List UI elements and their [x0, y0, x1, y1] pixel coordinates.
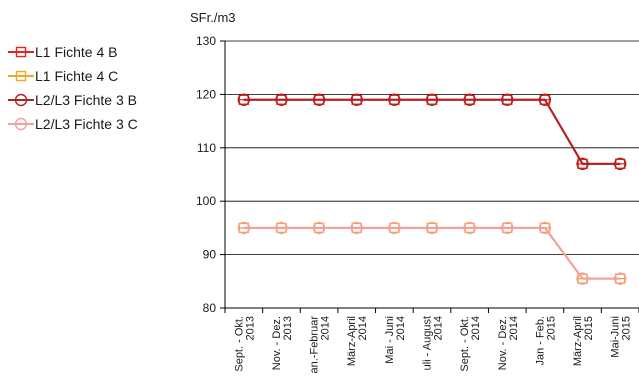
x-tick-label-line: 2014	[433, 316, 445, 340]
x-tick-label: Mai-Juni 2015	[610, 316, 633, 358]
y-tick-label: 80	[203, 301, 217, 315]
x-tick-label-line: uli - August	[422, 316, 434, 370]
x-tick-label-line: Jan - Feb.	[534, 316, 546, 366]
x-tick-label-line: Mai - Juni	[384, 316, 396, 364]
x-tick-label: März-April 2015	[572, 316, 595, 366]
x-tick-label-line: Sept. - Okt.	[459, 316, 471, 372]
data-point	[237, 221, 251, 235]
y-tick-label: 120	[196, 87, 216, 101]
data-point	[463, 221, 476, 235]
legend-item: L1 Fichte 4 C	[8, 68, 118, 84]
x-tick-label-line: 2014	[395, 316, 407, 340]
x-tick-label-line: Nov. - Dez.	[271, 316, 283, 370]
data-point	[350, 221, 363, 235]
series-2	[238, 222, 626, 284]
x-tick-label: März-April 2014	[346, 316, 369, 366]
x-tick-label: Nov. - Dez. 2014	[497, 316, 520, 370]
legend-label: L2/L3 Fichte 3 B	[35, 92, 137, 108]
x-tick-label-line: 2014	[320, 316, 332, 340]
data-point	[538, 221, 552, 235]
data-point	[501, 93, 514, 106]
data-point	[613, 272, 627, 285]
data-point	[501, 221, 514, 235]
legend-item: L2/L3 Fichte 3 C	[8, 116, 138, 132]
y-axis-ticks: 80 90 100 110 120 130	[196, 34, 225, 315]
data-point	[425, 221, 439, 235]
legend-item: L2/L3 Fichte 3 B	[8, 92, 137, 108]
x-tick-label-line: 2015	[583, 316, 595, 340]
x-tick-label: uli - August 2014	[422, 316, 445, 370]
y-tick-label: 90	[203, 248, 217, 262]
axes	[224, 41, 639, 309]
legend-label: L1 Fichte 4 C	[35, 68, 118, 84]
series-4	[237, 221, 627, 285]
y-tick-label: 130	[196, 34, 216, 48]
data-point	[613, 157, 627, 171]
x-tick-label-line: 2014	[470, 316, 482, 340]
x-tick-label-line: 2015	[545, 316, 557, 340]
data-point	[312, 93, 326, 106]
x-tick-label-line: März-April	[572, 316, 584, 366]
x-tick-label: Sept. - Okt. 2014	[459, 316, 482, 372]
data-point	[425, 93, 439, 106]
x-tick-label-line: 2014	[357, 316, 369, 340]
legend-label: L2/L3 Fichte 3 C	[35, 116, 138, 132]
legend-label: L1 Fichte 4 B	[35, 44, 118, 60]
data-point	[388, 93, 401, 106]
x-tick-label: Mai - Juni 2014	[384, 316, 407, 364]
x-tick-label-line: Nov. - Dez.	[497, 316, 509, 370]
x-tick-label-line: 2015	[621, 316, 633, 340]
x-tick-label-line: März-April	[346, 316, 358, 366]
x-axis-ticks: Sept. - Okt. 2013 Nov. - Dez. 2013 an.-Febru…	[224, 308, 639, 374]
y-tick-label: 100	[196, 194, 216, 208]
series-group	[237, 93, 627, 285]
x-tick-label-line: an.-Februar	[309, 316, 321, 374]
data-point	[275, 93, 288, 106]
x-tick-label-line: 2013	[244, 316, 256, 340]
x-tick-label-line: 2014	[508, 316, 520, 340]
y-tick-label: 110	[197, 141, 216, 155]
data-point	[350, 93, 363, 106]
data-point	[14, 93, 28, 107]
data-point	[312, 221, 326, 235]
series-line	[243, 98, 621, 165]
data-point	[538, 93, 552, 106]
data-point	[576, 272, 589, 285]
legend: L1 Fichte 4 B L1 Fichte 4 C L2/L3 Fichte 3…	[8, 44, 138, 132]
data-point	[463, 93, 476, 106]
gridlines	[225, 40, 639, 256]
x-tick-label: Jan - Feb. 2015	[534, 316, 557, 366]
data-point	[576, 157, 589, 171]
series-3	[237, 93, 627, 171]
data-point	[275, 221, 288, 235]
x-tick-label: Sept. - Okt. 2013	[233, 316, 256, 372]
x-tick-label: an.-Februar 2014	[309, 316, 332, 374]
series-line	[243, 226, 621, 280]
series-1	[238, 94, 626, 170]
x-tick-label-line: 2013	[282, 316, 294, 340]
x-tick-label: Nov. - Dez. 2013	[271, 316, 294, 370]
data-point	[237, 93, 251, 106]
x-tick-label-line: Sept. - Okt.	[233, 316, 245, 372]
data-point	[14, 117, 28, 131]
data-point	[388, 221, 401, 235]
x-tick-label-line: Mai-Juni	[610, 316, 622, 358]
y-axis-unit-label: SFr./m3	[190, 10, 236, 25]
legend-item: L1 Fichte 4 B	[8, 44, 118, 60]
